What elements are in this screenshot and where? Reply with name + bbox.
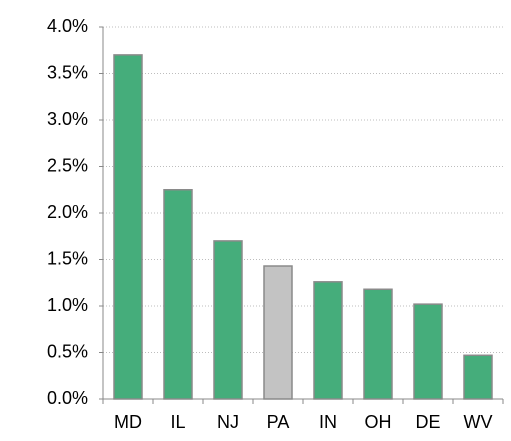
bar [413, 303, 443, 400]
y-tick-label: 2.0% [47, 202, 88, 222]
bar [113, 54, 143, 400]
bar [163, 189, 193, 400]
y-tick-label: 1.5% [47, 248, 88, 268]
x-tick-label: IL [170, 412, 185, 432]
x-tick-label: DE [415, 412, 440, 432]
y-tick-label: 3.0% [47, 109, 88, 129]
bar [463, 354, 493, 400]
y-tick-label: 0.0% [47, 388, 88, 408]
y-tick-label: 4.0% [47, 16, 88, 36]
y-tick-label: 0.5% [47, 341, 88, 361]
y-tick-label: 1.0% [47, 295, 88, 315]
x-tick-label: PA [267, 412, 290, 432]
x-tick-label: IN [319, 412, 337, 432]
bar [263, 265, 293, 400]
bar [213, 240, 243, 400]
x-tick-label: NJ [217, 412, 239, 432]
x-tick-label: WV [464, 412, 493, 432]
y-tick-label: 3.5% [47, 62, 88, 82]
x-tick-label: MD [114, 412, 142, 432]
x-tick-label: OH [365, 412, 392, 432]
bar [363, 288, 393, 400]
bar [313, 281, 343, 400]
y-tick-label: 2.5% [47, 155, 88, 175]
